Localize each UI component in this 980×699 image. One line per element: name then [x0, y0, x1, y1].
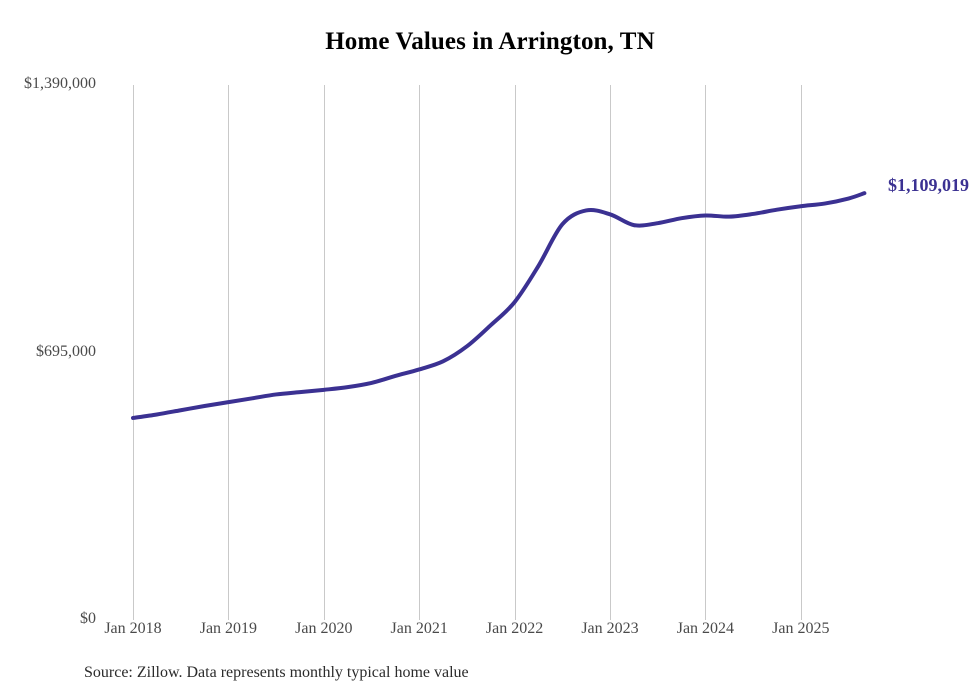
y-tick-label: $0: [80, 610, 96, 627]
x-tick-label-jan-2019: Jan 2019: [199, 620, 258, 637]
gridline-jan-2020: [323, 85, 325, 620]
gridline-jan-2021: [419, 85, 421, 620]
source-note: Source: Zillow. Data represents monthly …: [84, 664, 469, 681]
series-line-typical-home-value: [131, 191, 867, 420]
gridline-jan-2019: [228, 85, 230, 620]
x-tick-label-jan-2022: Jan 2022: [485, 620, 544, 637]
x-tick-label-jan-2025: Jan 2025: [772, 620, 830, 637]
gridline-jan-2024: [705, 85, 707, 620]
gridline-jan-2025: [800, 85, 802, 620]
x-tick-label-jan-2023: Jan 2023: [581, 620, 639, 637]
end-value-annotation: $1,109,019: [888, 175, 969, 196]
y-tick-label: $1,390,000: [24, 75, 96, 92]
gridline-jan-2023: [610, 85, 611, 620]
x-tick-label-jan-2018: Jan 2018: [104, 620, 162, 637]
chart-title: Home Values in Arrington, TN: [325, 28, 655, 55]
x-tick-label-jan-2024: Jan 2024: [676, 620, 735, 637]
x-tick-label-jan-2020: Jan 2020: [295, 620, 353, 637]
gridline-jan-2018: [133, 85, 134, 620]
y-tick-label: $695,000: [36, 342, 96, 360]
gridline-jan-2022: [514, 85, 516, 620]
x-tick-label-jan-2021: Jan 2021: [390, 620, 448, 637]
